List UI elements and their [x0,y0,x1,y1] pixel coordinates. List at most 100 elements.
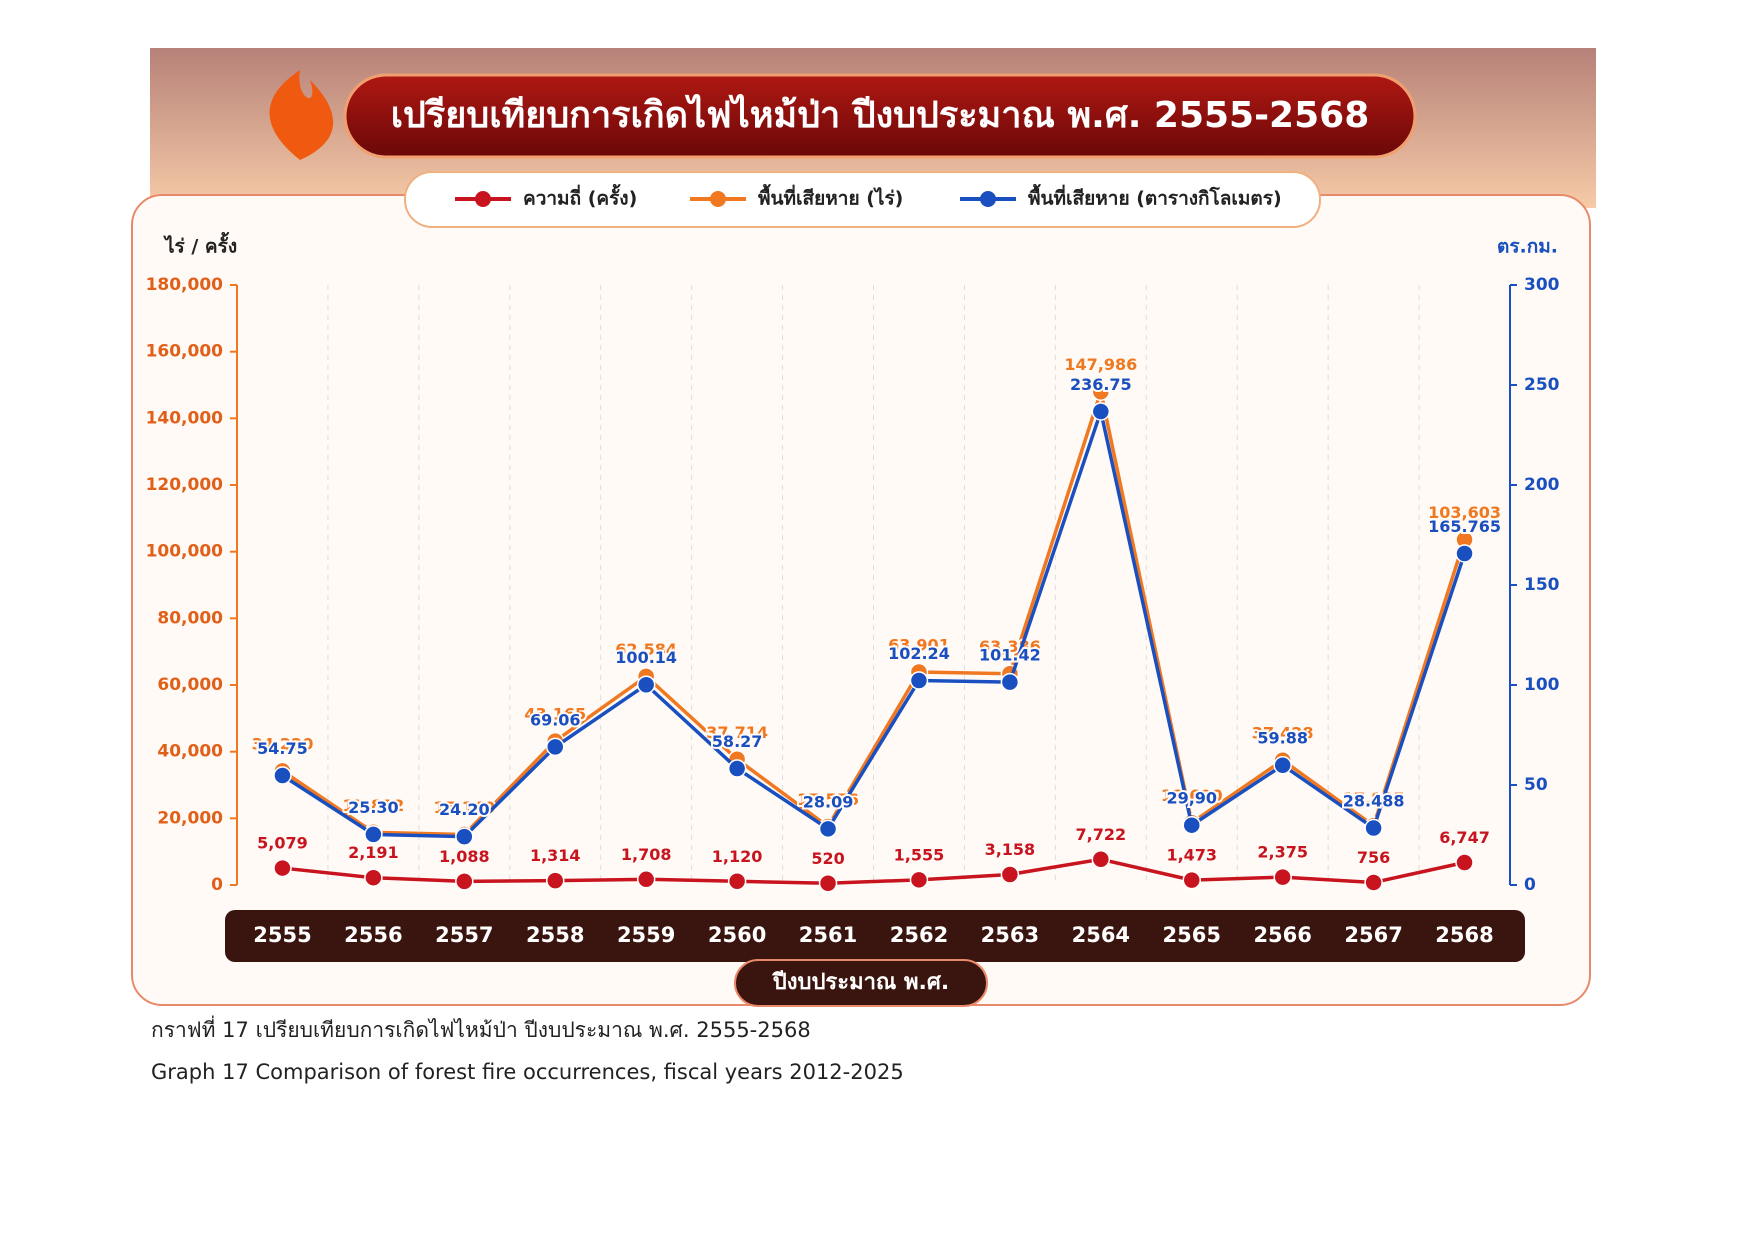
point [727,759,747,778]
x-band [225,910,1525,962]
legend-label: ความถี่ (ครั้ง) [523,184,637,210]
x-tick-label: 2562 [890,923,948,947]
data-label: 15,812 [343,796,405,815]
title-banner [343,73,1417,159]
data-label: 1,473 [1166,846,1217,865]
series-line [281,384,1467,837]
x-tick-label: 2555 [253,923,311,947]
y-tick-label: 120,000 [146,475,224,495]
data-label: 103,603 [1428,503,1501,522]
data-label: 59.88 [1257,729,1308,748]
point [364,825,383,844]
x-tick-label: 2557 [435,923,493,947]
point [1000,865,1020,884]
legend-marker [475,191,491,207]
y-tick-label: 140,000 [146,408,224,428]
x-tick-label: 2556 [344,923,402,947]
point [546,871,565,890]
x-tick-label: 2567 [1344,923,1402,947]
point [1000,672,1020,692]
y2-tick-label: 50 [1524,775,1548,795]
data-label: 62,584 [615,640,677,659]
data-label: 37,428 [1252,724,1314,743]
data-label: 43,165 [524,705,586,724]
point [909,671,929,690]
point [909,870,929,890]
data-label: 2,375 [1257,843,1308,862]
y2-tick-label: 150 [1524,575,1560,595]
point [273,858,292,878]
data-label: 1,120 [712,847,763,866]
data-label: 15,140 [433,798,495,817]
data-label: 37,714 [706,723,768,742]
point [1091,382,1111,401]
data-label: 6,747 [1439,828,1490,847]
flame-icon [269,70,334,160]
data-label: 520 [811,849,844,868]
point [273,766,292,785]
data-label: 5,079 [257,834,308,853]
y-tick-label: 20,000 [157,808,223,828]
y-axis-title: ไร่ / ครั้ง [163,232,237,258]
data-label: 1,555 [894,845,945,864]
data-label: 58.27 [712,732,763,751]
data-label: 18,690 [1161,786,1223,805]
data-label: 25.30 [348,798,399,817]
data-label: 236.75 [1070,375,1132,394]
y-tick-label: 180,000 [146,275,224,295]
data-label: 28.488 [1343,792,1405,811]
data-label: 63,901 [888,635,950,654]
point [1273,755,1292,775]
legend [404,171,1321,228]
data-label: 24.20 [439,800,490,819]
legend-marker [710,191,726,207]
y-tick-label: 0 [211,875,223,895]
data-label: 63,386 [979,637,1041,656]
x-tick-label: 2558 [526,923,584,947]
caption: Graph 17 Comparison of forest fire occur… [151,1060,904,1084]
y2-tick-label: 300 [1524,275,1560,295]
x-tick-label: 2565 [1163,923,1221,947]
data-label: 101.42 [979,646,1041,665]
data-label: 1,708 [621,845,672,864]
x-tick-label: 2561 [799,923,857,947]
data-label: 54.75 [257,739,308,758]
chart-title: เปรียบเทียบการเกิดไฟไหม้ป่า ปีงบประมาณ พ… [391,93,1370,136]
point [364,868,383,887]
point [455,827,474,846]
point [818,874,838,893]
data-label: 2,191 [348,843,399,862]
point [1455,853,1474,872]
y-tick-label: 100,000 [146,542,224,562]
point [455,872,474,891]
point [818,819,838,839]
point [1364,873,1383,892]
point [636,675,656,694]
point [1091,402,1111,421]
point [1273,867,1292,887]
data-label: 7,722 [1076,825,1127,844]
point [1182,815,1201,835]
x-axis-title: ปีงบประมาณ พ.ศ. [772,970,950,995]
x-tick-label: 2563 [981,923,1039,947]
data-label: 69.06 [530,710,581,729]
x-tick-label: 2560 [708,923,766,947]
legend-label: พื้นที่เสียหาย (ไร่) [758,184,903,210]
y-tick-label: 160,000 [146,342,224,362]
x-tick-label: 2566 [1253,923,1311,947]
data-label: 102.24 [888,644,950,663]
point [727,872,747,891]
point [1364,818,1383,838]
data-label: 28.09 [803,792,854,811]
data-label: 17,805 [1343,789,1405,808]
series-line [282,857,1465,886]
data-label: 1,088 [439,847,490,866]
data-label: 100.14 [615,648,677,667]
x-tick-label: 2559 [617,923,675,947]
y2-tick-label: 250 [1524,375,1560,395]
legend-marker [980,191,996,207]
data-label: 147,986 [1064,355,1137,374]
data-label: 165.765 [1428,517,1501,536]
